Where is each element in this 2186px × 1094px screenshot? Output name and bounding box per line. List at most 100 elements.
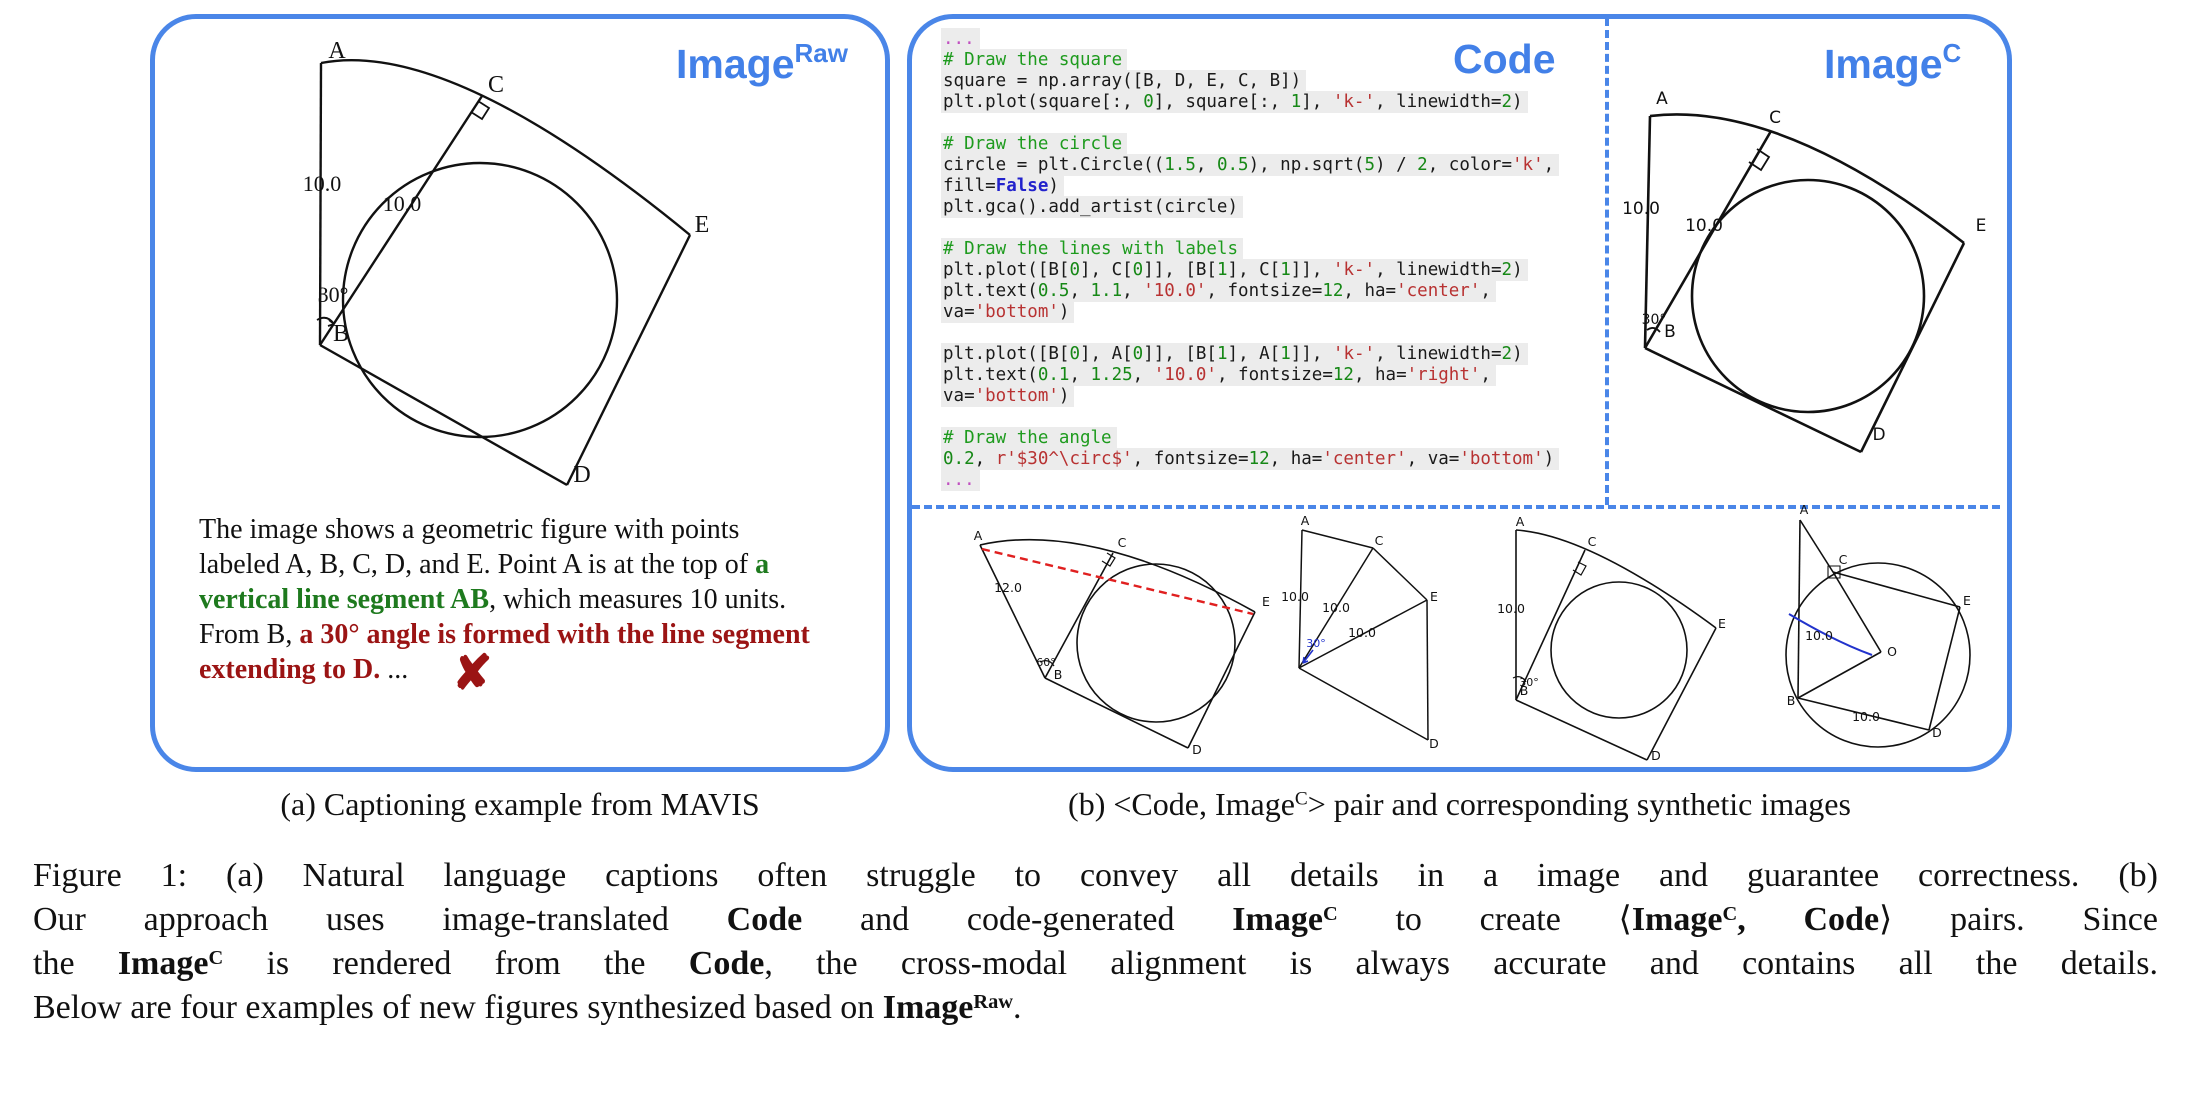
horizontal-dashed-divider [912, 505, 2000, 509]
edge-bd [1644, 346, 1862, 454]
text-segment: . [1013, 989, 1022, 1027]
text-segment: (a) Captioning example from MAVIS [280, 786, 760, 822]
text-segment: C [1294, 788, 1308, 810]
point-label-b: B [333, 321, 349, 347]
length-label-3: 10.0 [1348, 625, 1376, 640]
right-angle-marker [1748, 148, 1771, 172]
point-label-a: A [328, 38, 346, 64]
edge-db [1797, 697, 1930, 731]
code-line: # Draw the angle [941, 427, 1601, 449]
text-segment: extending to D. [199, 654, 381, 685]
code-line: plt.plot([B[0], A[0]], [B[1], A[1]], 'k-… [941, 343, 1601, 365]
code-line: # Draw the square [941, 49, 1601, 71]
angle-label: 60° [1036, 656, 1056, 669]
angle-arc [1039, 660, 1055, 667]
length-label-1: 10.0 [1805, 628, 1833, 643]
point-label-a: A [974, 528, 983, 543]
length-label-bc: 10.0 [1685, 216, 1723, 236]
code-line: ... [941, 469, 1601, 491]
code-line: ... [941, 28, 1601, 50]
synthetic-figure-1: A C E B D 12.0 60° [974, 528, 1270, 757]
edge-ab [1298, 529, 1303, 669]
code-line [941, 407, 1601, 428]
text-segment: labeled A, B, C, D, and E. Point A is at… [199, 549, 756, 580]
edge-bo [1797, 651, 1882, 699]
point-label-a: A [1800, 502, 1809, 517]
code-line: plt.text(0.1, 1.25, '10.0', fontsize=12,… [941, 364, 1601, 386]
image-raw-badge: ImageRaw [676, 38, 848, 88]
code-line [941, 323, 1601, 344]
code-snippet: ... # Draw the square square = np.array([B… [941, 28, 1601, 491]
text-segment: a 30° angle is formed with the line segm… [299, 619, 810, 650]
right-angle-marker [1101, 552, 1116, 567]
point-label-c: C [488, 72, 504, 98]
code-line: plt.text(0.5, 1.1, '10.0', fontsize=12, … [941, 280, 1601, 302]
point-label-c: C [1839, 552, 1848, 567]
text-segment: Code [726, 901, 803, 939]
length-label-1: 10.0 [1281, 589, 1309, 604]
red-dashed-line-ae [981, 547, 1254, 616]
length-label-bc: 10.0 [383, 191, 422, 216]
text-segment: ⟩ pairs. Since [1879, 901, 2158, 939]
text-segment: C [208, 947, 224, 970]
edge-ce [1372, 547, 1428, 601]
length-label-ab: 10.0 [303, 171, 342, 196]
code-line: plt.gca().add_artist(circle) [941, 196, 1601, 218]
subcaption-a: (a) Captioning example from MAVIS [150, 786, 890, 823]
figure-1-caption: Figure 1: (a) Natural language captions … [33, 856, 2158, 1028]
point-label-d: D [573, 462, 590, 488]
edge-bd [319, 343, 568, 487]
edge-be [1298, 599, 1428, 669]
panel-a-image-raw [150, 14, 890, 772]
image-c-figure: A C E B D 10.0 10.0 30° [1622, 89, 1987, 454]
code-line [941, 218, 1601, 239]
subcaption-b: (b) <Code, ImageC> pair and correspondin… [907, 786, 2012, 823]
point-label-e: E [1718, 616, 1726, 631]
angle-label: 30° [1306, 637, 1326, 650]
right-angle-marker [1827, 565, 1841, 579]
edge-ed [1426, 599, 1429, 741]
blue-angle-arrow [1302, 649, 1314, 664]
angle-label: 30° [1519, 676, 1539, 689]
edge-ed [1928, 606, 1961, 731]
point-label-e: E [1976, 216, 1987, 236]
code-line: va='bottom') [941, 385, 1601, 407]
code-line: fill=False) [941, 175, 1601, 197]
text-segment: to create ⟨ [1337, 901, 1632, 939]
text-segment: From B, [199, 619, 300, 650]
code-line: square = np.array([B, D, E, C, B]) [941, 70, 1601, 92]
code-line: # Draw the circle [941, 133, 1601, 155]
text-segment: and code-generated [802, 901, 1233, 939]
vertical-dashed-divider [1605, 18, 1609, 505]
length-label-ab: 10.0 [1622, 199, 1660, 219]
code-badge: Code [1453, 36, 1556, 82]
code-line: # Draw the lines with labels [941, 238, 1601, 260]
text-segment: , Code [1737, 901, 1880, 939]
code-line: va='bottom') [941, 301, 1601, 323]
edge-de [1187, 611, 1256, 749]
image-raw-badge-base: Image [676, 41, 795, 87]
point-label-a: A [1656, 89, 1668, 109]
synthetic-figure-2: A C E D 10.0 10.0 10.0 30° [1281, 513, 1439, 751]
blue-arc [1788, 613, 1873, 656]
length-label-ab: 12.0 [994, 580, 1022, 595]
edge-ce [1832, 571, 1961, 608]
edge-ac [1301, 529, 1374, 549]
point-label-e: E [695, 212, 710, 238]
edge-cb [318, 95, 484, 346]
text-segment: the [33, 945, 118, 983]
edge-de [565, 234, 692, 486]
right-angle-marker [470, 100, 491, 121]
point-label-a: A [1516, 514, 1525, 529]
point-label-c: C [1118, 535, 1127, 550]
image-c-badge-base: Image [1824, 41, 1943, 87]
point-label-b: B [1664, 322, 1676, 342]
text-segment: C [1322, 903, 1338, 925]
inscribed-circle [1690, 178, 1926, 414]
code-line: 0.2, r'$30^\circ$', fontsize=12, ha='cen… [941, 448, 1601, 470]
edge-cb [1298, 547, 1374, 669]
edge-oc [1832, 571, 1882, 653]
edge-bd [1298, 667, 1429, 741]
text-segment: Below are four examples of new figures s… [33, 989, 883, 1027]
